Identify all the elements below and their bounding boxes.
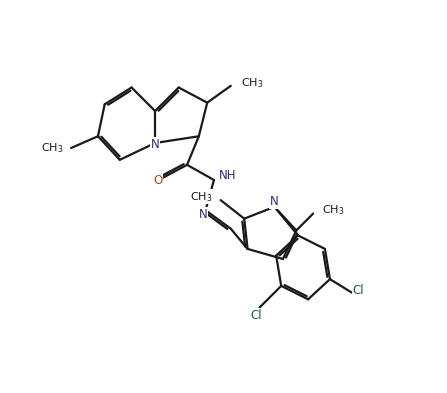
Text: CH$_3$: CH$_3$ [41, 141, 63, 155]
Text: CH$_3$: CH$_3$ [190, 190, 212, 204]
Text: N: N [270, 195, 279, 208]
Text: CH$_3$: CH$_3$ [321, 203, 344, 217]
Text: N: N [151, 138, 160, 151]
Text: Cl: Cl [250, 309, 262, 321]
Text: CH$_3$: CH$_3$ [241, 76, 263, 90]
Text: O: O [153, 174, 162, 187]
Text: Cl: Cl [353, 285, 364, 298]
Text: NH: NH [219, 169, 236, 182]
Text: N: N [198, 208, 207, 221]
